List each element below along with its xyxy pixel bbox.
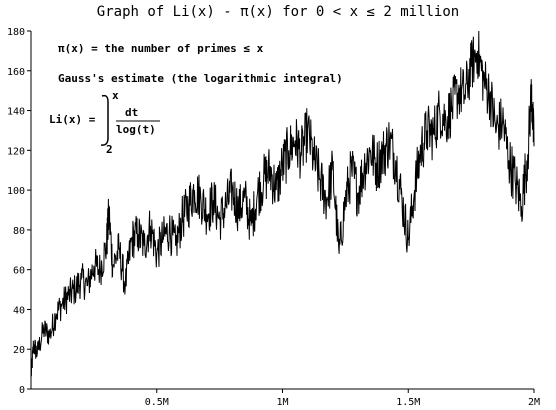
y-tick-label: 180 xyxy=(7,27,25,38)
x-ticks: 0.5M 1M 1.5M 2M xyxy=(145,389,540,408)
x-tick-label: 0.5M xyxy=(145,397,169,408)
y-tick-label: 0 xyxy=(19,385,25,396)
pi-definition-label: π(x) = the number of primes ≤ x xyxy=(58,42,264,55)
y-ticks: 0 20 40 60 80 100 120 140 160 180 xyxy=(7,27,31,396)
li-definition-lhs: Li(x) = xyxy=(49,113,96,126)
x-tick-label: 1.5M xyxy=(396,397,420,408)
y-tick-label: 20 xyxy=(13,345,25,356)
y-tick-label: 140 xyxy=(7,107,25,118)
integral-lower-limit: 2 xyxy=(106,143,113,156)
chart-title: Graph of Li(x) - π(x) for 0 < x ≤ 2 mill… xyxy=(97,4,459,20)
integral-sign xyxy=(100,94,109,146)
y-tick-label: 120 xyxy=(7,146,25,157)
gauss-estimate-label: Gauss's estimate (the logarithmic integr… xyxy=(58,72,343,85)
y-tick-label: 60 xyxy=(13,266,25,277)
y-tick-label: 160 xyxy=(7,67,25,78)
fraction-denominator: log(t) xyxy=(116,123,156,136)
x-tick-label: 1M xyxy=(276,397,288,408)
integral-upper-limit: x xyxy=(112,89,119,102)
y-tick-label: 80 xyxy=(13,226,25,237)
x-tick-label: 2M xyxy=(528,397,540,408)
annotations: π(x) = the number of primes ≤ x Gauss's … xyxy=(49,42,343,156)
fraction-numerator: dt xyxy=(125,106,138,119)
y-tick-label: 40 xyxy=(13,305,25,316)
series-line xyxy=(30,30,535,378)
y-tick-label: 100 xyxy=(7,186,25,197)
